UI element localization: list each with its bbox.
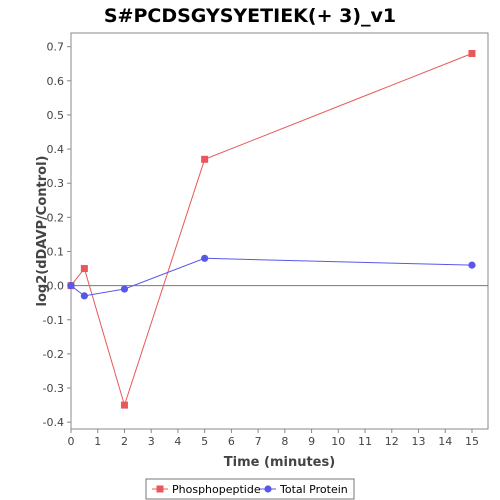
x-tick-label: 15 bbox=[465, 435, 479, 448]
x-tick-label: 6 bbox=[228, 435, 235, 448]
x-tick-label: 7 bbox=[255, 435, 262, 448]
y-axis-label: log2(dDAVP/Control) bbox=[35, 156, 50, 307]
x-tick-label: 8 bbox=[281, 435, 288, 448]
y-tick-label: -0.1 bbox=[43, 314, 64, 327]
y-tick-label: 0.7 bbox=[47, 41, 65, 54]
y-tick-label: 0.5 bbox=[47, 109, 65, 122]
legend-swatch-marker bbox=[264, 485, 272, 493]
data-point bbox=[468, 261, 476, 269]
data-point bbox=[468, 49, 476, 57]
legend-label: Phosphopeptide bbox=[172, 483, 261, 496]
legend: Phosphopeptide Total Protein bbox=[145, 478, 355, 500]
data-point bbox=[67, 282, 75, 290]
x-tick-label: 10 bbox=[331, 435, 345, 448]
x-tick-label: 14 bbox=[438, 435, 452, 448]
data-point bbox=[80, 292, 88, 300]
legend-swatch-marker bbox=[156, 485, 164, 493]
x-tick-label: 3 bbox=[148, 435, 155, 448]
y-tick-label: -0.4 bbox=[43, 416, 64, 429]
x-tick-label: 13 bbox=[412, 435, 426, 448]
x-axis-label: Time (minutes) bbox=[224, 455, 335, 470]
y-tick-label: 0.1 bbox=[47, 245, 65, 258]
x-axis-ticks: 0 1 2 3 4 5 6 7 8 9 10 11 12 13 14 15 bbox=[68, 429, 479, 448]
series-layer bbox=[67, 49, 476, 409]
x-tick-label: 4 bbox=[174, 435, 181, 448]
data-point bbox=[201, 155, 209, 163]
x-tick-label: 1 bbox=[94, 435, 101, 448]
x-tick-label: 12 bbox=[385, 435, 399, 448]
legend-item: Total Protein bbox=[260, 483, 348, 496]
legend-label: Total Protein bbox=[279, 483, 348, 496]
data-point bbox=[80, 265, 88, 273]
plot-area bbox=[70, 32, 489, 430]
data-point bbox=[201, 254, 209, 262]
y-tick-label: 0.4 bbox=[47, 143, 65, 156]
x-tick-label: 5 bbox=[201, 435, 208, 448]
x-tick-label: 11 bbox=[358, 435, 372, 448]
legend-box bbox=[145, 478, 355, 500]
x-tick-label: 2 bbox=[121, 435, 128, 448]
y-tick-label: 0.0 bbox=[47, 280, 65, 293]
y-tick-label: 0.2 bbox=[47, 211, 65, 224]
data-point bbox=[120, 285, 129, 293]
x-tick-label: 9 bbox=[308, 435, 315, 448]
series-total-protein bbox=[67, 254, 476, 300]
legend-item: Phosphopeptide bbox=[152, 483, 261, 496]
y-tick-label: 0.3 bbox=[47, 177, 65, 190]
y-tick-label: -0.2 bbox=[43, 348, 64, 361]
y-axis-ticks: -0.4 -0.3 -0.2 -0.1 0.0 0.1 0.2 0.3 0.4 0.5 0.6 0.7 bbox=[43, 41, 71, 429]
chart-title: S#PCDSGYSYETIEK(+ 3)_v1 bbox=[104, 5, 396, 27]
data-point bbox=[120, 401, 128, 409]
x-tick-label: 0 bbox=[68, 435, 75, 448]
y-tick-label: -0.3 bbox=[43, 382, 64, 395]
y-tick-label: 0.6 bbox=[47, 75, 65, 88]
